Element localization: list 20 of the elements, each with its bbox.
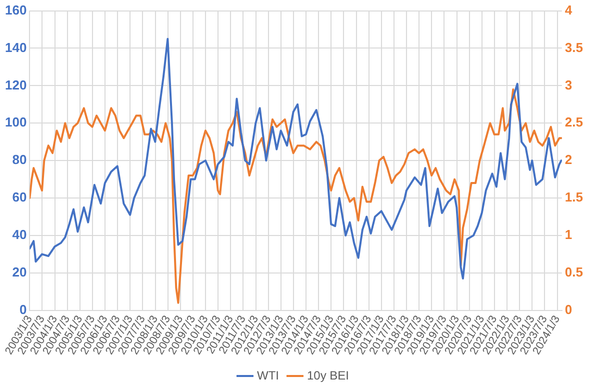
- legend-label: 10y BEI: [306, 368, 350, 382]
- y2-tick-label: 3.5: [564, 40, 584, 55]
- legend-label: WTI: [256, 368, 279, 382]
- y2-tick-label: 1.5: [564, 190, 584, 205]
- y-tick-label: 80: [12, 152, 27, 168]
- y-tick-label: 160: [4, 2, 27, 18]
- y2-tick-label: 2.5: [564, 114, 584, 130]
- y-tick-label: 40: [12, 227, 27, 242]
- y2-tick-label: 3: [564, 77, 572, 92]
- y-tick-label: 100: [4, 114, 27, 130]
- y-tick-label: 140: [4, 40, 27, 55]
- y2-tick-label: 0: [564, 302, 572, 317]
- y-tick-label: 120: [4, 77, 27, 92]
- y2-tick-label: 0.5: [564, 264, 584, 280]
- y-tick-label: 0: [19, 302, 27, 317]
- y-tick-label: 60: [12, 190, 27, 205]
- y2-tick-label: 4: [564, 2, 573, 18]
- y2-tick-label: 1: [564, 227, 572, 242]
- y-tick-label: 20: [12, 264, 27, 280]
- y2-tick-label: 2: [564, 152, 572, 168]
